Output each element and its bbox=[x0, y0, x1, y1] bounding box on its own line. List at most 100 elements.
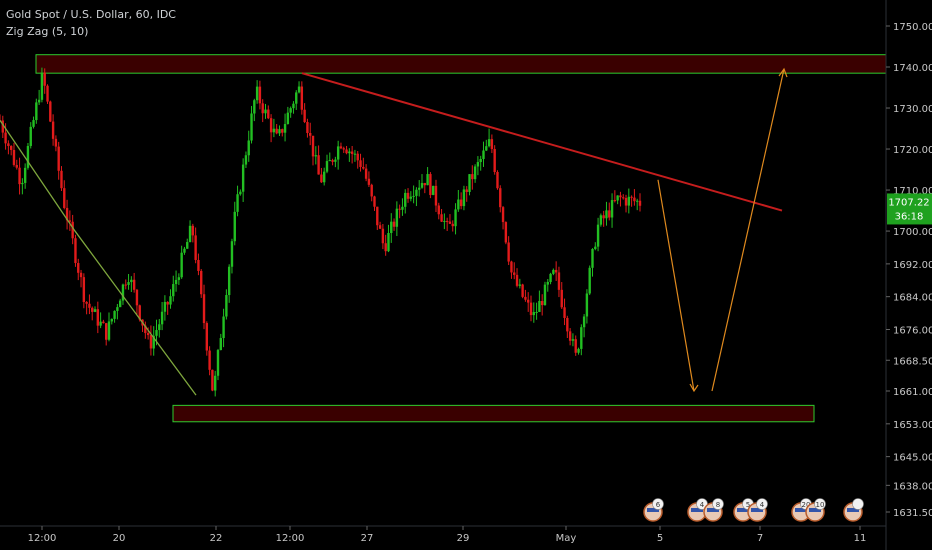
candle bbox=[418, 180, 421, 197]
candle-body bbox=[96, 309, 100, 326]
chart-legend: Gold Spot / U.S. Dollar, 60, IDC Zig Zag… bbox=[6, 6, 176, 40]
candle-body bbox=[102, 321, 105, 324]
candle-body bbox=[68, 220, 72, 222]
candle bbox=[186, 238, 189, 249]
candle bbox=[219, 333, 222, 351]
candle-body bbox=[554, 269, 558, 273]
economic-event-marker[interactable]: 6 bbox=[643, 498, 664, 522]
candle-body bbox=[278, 129, 281, 134]
candle bbox=[362, 157, 365, 170]
y-tick-label: 1692.00 bbox=[893, 260, 932, 271]
resistance-zone[interactable] bbox=[35, 54, 887, 74]
candle-body bbox=[364, 168, 368, 179]
zigzag-line[interactable] bbox=[0, 119, 197, 396]
event-count-label: 4 bbox=[760, 501, 765, 509]
candle bbox=[473, 164, 477, 183]
x-tick-label: 22 bbox=[210, 533, 223, 544]
arrowhead-down bbox=[689, 383, 699, 393]
economic-event-marker[interactable]: 4 bbox=[747, 498, 768, 522]
candle-body bbox=[482, 150, 485, 159]
current-price-badge[interactable]: 1707.22 36:18 bbox=[887, 193, 932, 225]
candle bbox=[364, 164, 368, 182]
candle bbox=[465, 186, 468, 202]
candle bbox=[594, 242, 597, 251]
economic-event-marker[interactable]: 10 bbox=[805, 498, 826, 522]
candle bbox=[373, 195, 376, 211]
candle-body bbox=[476, 162, 480, 167]
projection-down-arrow[interactable] bbox=[657, 179, 695, 392]
candle bbox=[12, 142, 16, 167]
candle bbox=[339, 142, 343, 150]
candle bbox=[454, 203, 457, 235]
candle-body bbox=[144, 325, 147, 334]
candle bbox=[535, 302, 538, 320]
candle-body bbox=[443, 220, 446, 222]
candle-body bbox=[200, 270, 203, 295]
candle-body bbox=[468, 174, 471, 192]
candle-body bbox=[552, 269, 555, 274]
current-price-label: 1707.22 bbox=[888, 197, 929, 208]
candle-body bbox=[406, 192, 410, 199]
marker-layer[interactable]: 6 4 8 5 4 20 10 bbox=[643, 498, 864, 522]
y-tick-label: 1645.00 bbox=[893, 453, 932, 464]
candle-body bbox=[188, 225, 192, 243]
candle-body bbox=[297, 86, 301, 93]
candle bbox=[462, 185, 466, 211]
candle-body bbox=[527, 299, 530, 303]
candle bbox=[172, 275, 175, 302]
candle bbox=[225, 289, 228, 320]
candle-body bbox=[267, 109, 270, 119]
candle-body bbox=[356, 153, 359, 161]
projection-up-arrow[interactable] bbox=[711, 68, 785, 392]
candle-body bbox=[577, 348, 580, 353]
candle bbox=[331, 158, 334, 166]
candle bbox=[451, 220, 454, 232]
candle bbox=[211, 369, 214, 392]
candle-body bbox=[219, 338, 222, 351]
candle-body bbox=[373, 196, 376, 207]
candle-layer bbox=[0, 67, 642, 397]
candle-body bbox=[241, 164, 245, 192]
candle-body bbox=[300, 86, 304, 110]
candle-body bbox=[132, 279, 136, 290]
candle-body bbox=[186, 242, 189, 249]
resistance-trendline[interactable] bbox=[301, 72, 783, 212]
candle-body bbox=[93, 309, 97, 312]
support-zone[interactable] bbox=[172, 404, 815, 423]
candle-body bbox=[336, 146, 340, 160]
arrowhead-up bbox=[778, 67, 788, 78]
candle-body bbox=[445, 220, 449, 222]
candle bbox=[426, 167, 429, 186]
candle bbox=[65, 199, 69, 230]
candle-body bbox=[197, 259, 200, 271]
candle-body bbox=[524, 296, 527, 300]
candle bbox=[490, 134, 494, 154]
economic-event-marker[interactable] bbox=[843, 498, 864, 522]
candle bbox=[113, 310, 116, 323]
candle-body bbox=[130, 279, 133, 283]
candle bbox=[68, 210, 72, 231]
candle bbox=[638, 193, 642, 212]
y-tick-label: 1730.00 bbox=[893, 104, 932, 115]
candle bbox=[599, 213, 603, 227]
symbol-title[interactable]: Gold Spot / U.S. Dollar, 60, IDC bbox=[6, 8, 176, 21]
candle bbox=[636, 198, 639, 211]
candle bbox=[281, 128, 284, 137]
candle bbox=[7, 140, 10, 155]
candle-body bbox=[283, 124, 287, 133]
candle bbox=[253, 98, 256, 122]
candle bbox=[513, 262, 516, 280]
candle-body bbox=[51, 121, 55, 139]
candle bbox=[32, 116, 35, 129]
economic-event-marker[interactable]: 8 bbox=[703, 498, 724, 522]
economic-event-marker[interactable]: 4 bbox=[687, 498, 708, 522]
indicator-label[interactable]: Zig Zag (5, 10) bbox=[6, 25, 89, 38]
candle-body bbox=[325, 161, 329, 172]
candle bbox=[485, 139, 488, 151]
candle bbox=[574, 335, 577, 356]
event-count-badge bbox=[712, 498, 724, 510]
candle bbox=[320, 167, 323, 183]
candle bbox=[585, 289, 589, 324]
